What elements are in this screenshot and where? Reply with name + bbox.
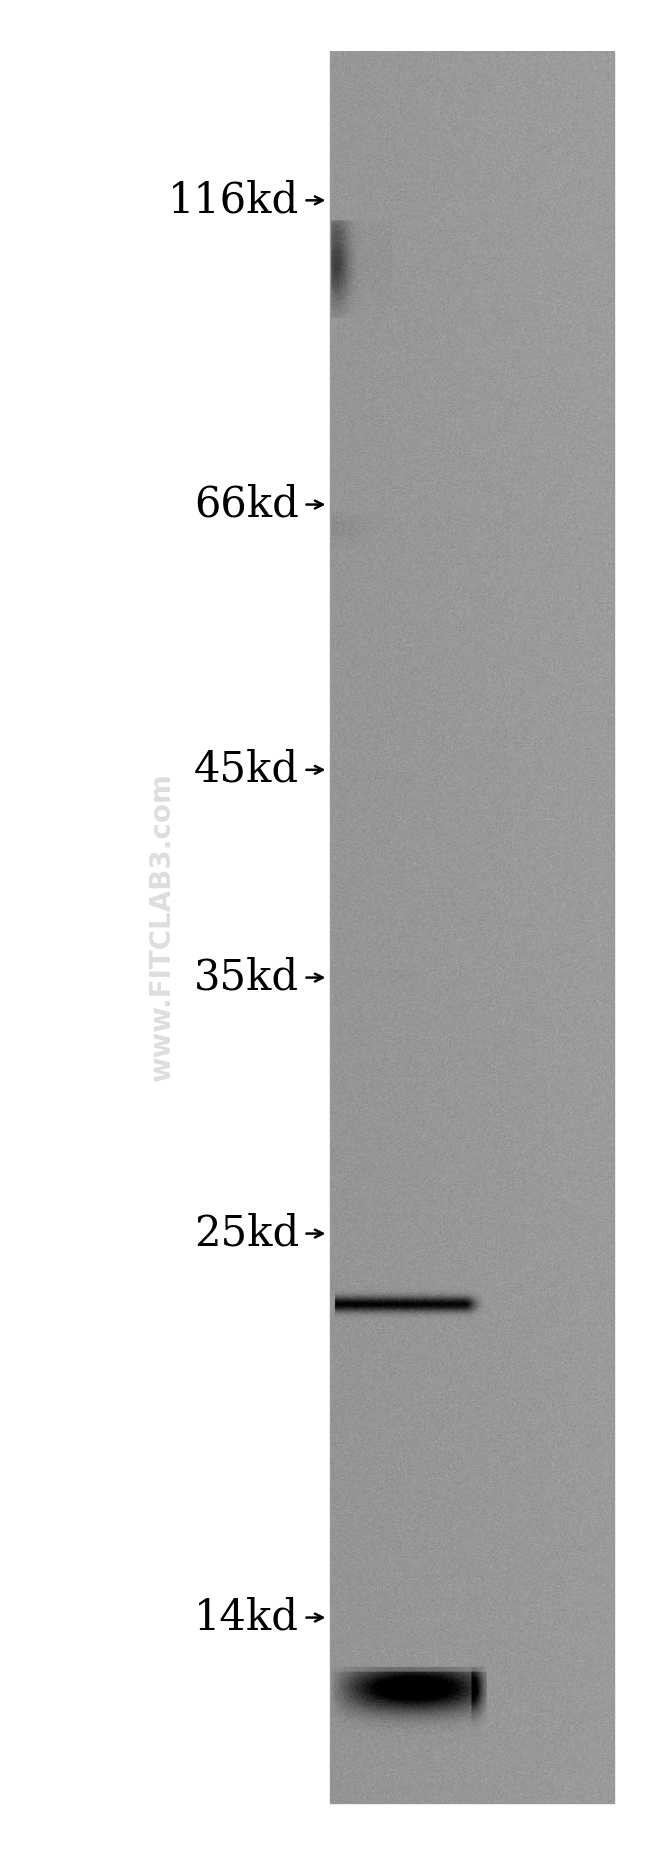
Text: 14kd: 14kd xyxy=(194,1597,299,1638)
Text: 25kd: 25kd xyxy=(194,1213,299,1254)
Text: 35kd: 35kd xyxy=(194,957,299,998)
Text: 116kd: 116kd xyxy=(168,180,299,221)
Bar xyxy=(330,52,614,1803)
Text: 45kd: 45kd xyxy=(194,749,299,790)
Text: www.FITCLAB3.com: www.FITCLAB3.com xyxy=(148,774,177,1081)
Text: 66kd: 66kd xyxy=(194,484,299,525)
